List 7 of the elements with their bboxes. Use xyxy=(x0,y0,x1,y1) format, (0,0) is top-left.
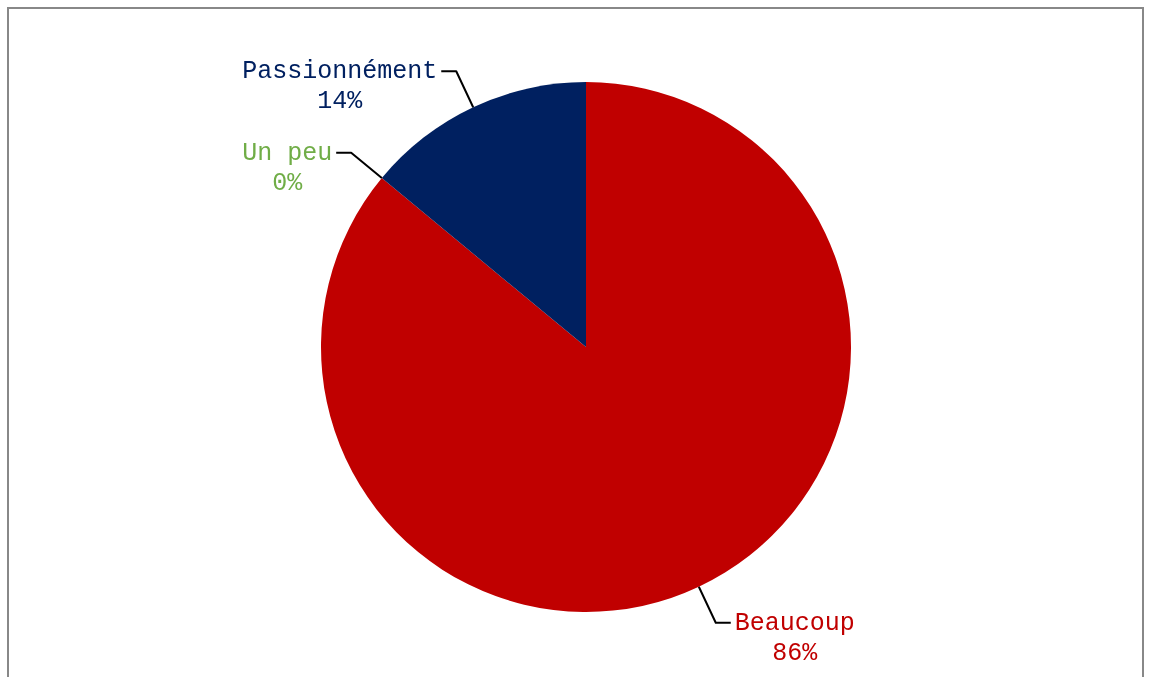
data-label: 86% xyxy=(772,638,819,668)
data-label: 14% xyxy=(317,87,364,117)
legend-label: Un peu xyxy=(242,138,333,168)
slice-label: Passionnément xyxy=(242,57,438,87)
pie-slice xyxy=(381,82,586,347)
slice-label: Beaucoup xyxy=(734,608,855,638)
text: 0% xyxy=(272,168,303,198)
